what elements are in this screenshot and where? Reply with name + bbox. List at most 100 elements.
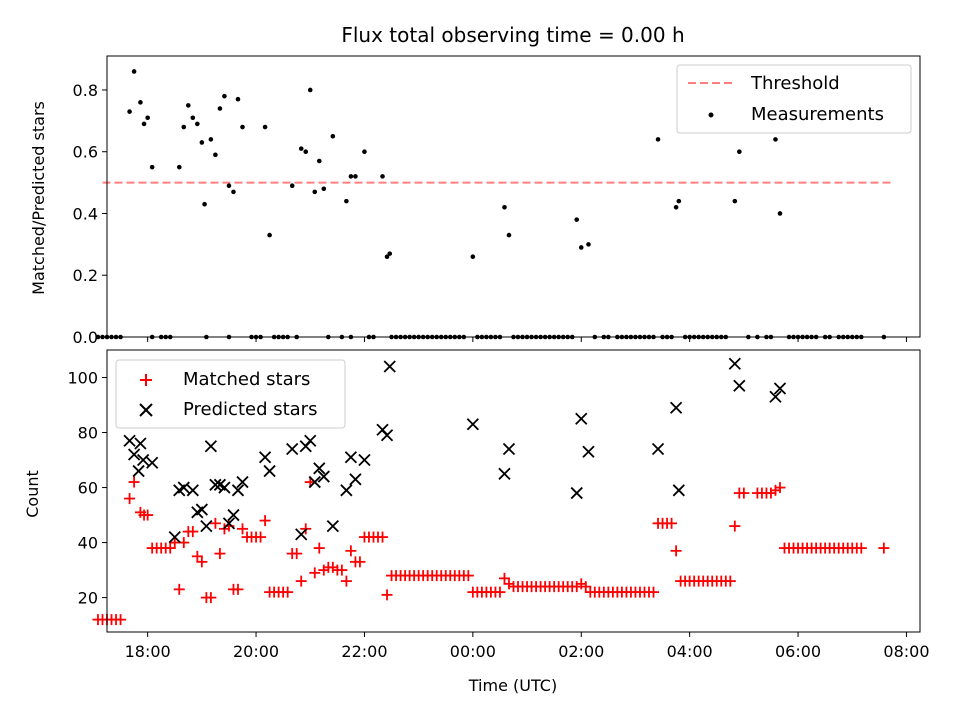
measurement-point: [578, 245, 584, 250]
predicted-star-point: [344, 451, 358, 464]
measurement-point: [737, 149, 742, 155]
x-tick-label: 22:00: [341, 642, 387, 661]
measurement-point: [127, 109, 132, 114]
measurement-point: [190, 115, 196, 121]
predicted-star-point: [669, 401, 683, 414]
legend-predicted-label: Predicted stars: [183, 399, 317, 420]
predicted-star-point: [258, 451, 272, 464]
predicted-star-point: [304, 434, 317, 447]
matched-star-point: [729, 520, 741, 532]
top-y-tick-label: 0.0: [73, 328, 98, 347]
legend-matched-label: Matched stars: [183, 369, 310, 390]
predicted-star-point: [769, 390, 782, 403]
matched-star-point: [173, 583, 185, 595]
measurement-point: [231, 189, 236, 195]
predicted-star-point: [123, 434, 136, 447]
legend-measurements-label: Measurements: [751, 104, 884, 125]
matched-star-point: [855, 542, 867, 554]
predicted-star-point: [358, 453, 371, 467]
predicted-star-point: [295, 528, 308, 541]
x-tick-label: 18:00: [125, 642, 171, 661]
bottom-plot-area: 18:00 20:00 22:00 00:00 02:00 04:00 06:00 08:00…: [67, 357, 930, 661]
top-y-tick-label: 0.2: [73, 266, 98, 285]
matched-star-point: [209, 517, 221, 529]
matched-star-point: [196, 556, 208, 568]
predicted-star-point: [502, 442, 516, 456]
predicted-star-point: [218, 481, 231, 494]
bottom-y-axis-label: Count: [23, 470, 42, 518]
legend-predicted-swatch: [139, 403, 153, 417]
measurement-point: [362, 149, 367, 155]
predicted-star-point: [209, 478, 222, 491]
measurement-point: [267, 232, 272, 238]
measurement-point: [353, 174, 358, 179]
matched-star-point: [724, 575, 736, 587]
matched-star-point: [345, 545, 357, 557]
measurement-point: [574, 217, 580, 222]
matched-star-point: [128, 476, 140, 488]
predicted-star-point: [136, 453, 150, 467]
bottom-y-tick-label: 40: [78, 534, 98, 553]
predicted-star-point: [672, 484, 685, 497]
predicted-star-point: [168, 530, 181, 544]
measurement-point: [235, 96, 241, 102]
measurement-point: [195, 121, 200, 127]
measurement-point: [181, 124, 187, 130]
matched-star-point: [336, 564, 348, 576]
matched-star-point: [340, 575, 352, 587]
measurement-point: [316, 158, 322, 164]
top-y-tick-label: 0.6: [73, 143, 98, 162]
x-tick-label: 08:00: [883, 642, 929, 661]
predicted-star-point: [466, 418, 479, 431]
predicted-star-point: [317, 470, 330, 483]
matched-star-point: [259, 515, 271, 527]
bottom-y-tick-label: 80: [78, 424, 98, 443]
measurement-point: [344, 198, 349, 204]
predicted-star-point: [728, 357, 741, 370]
measurement-point: [387, 251, 393, 256]
measurement-point: [186, 103, 191, 108]
top-plot-frame: [106, 55, 921, 338]
matched-star-point: [191, 550, 203, 562]
predicted-star-point: [286, 442, 299, 456]
measurement-point: [321, 186, 327, 192]
measurement-point: [208, 137, 214, 142]
top-y-tick-label: 0.4: [73, 204, 98, 223]
measurement-point: [732, 198, 738, 204]
measurement-point: [307, 87, 313, 93]
matched-star-point: [291, 548, 303, 560]
measurement-point: [149, 164, 155, 170]
matched-star-point: [205, 592, 217, 604]
matched-star-point: [309, 567, 321, 579]
predicted-star-point: [582, 445, 595, 458]
matched-star-point: [670, 545, 682, 557]
predicted-star-point: [186, 484, 199, 497]
predicted-star-point: [651, 442, 665, 456]
measurement-point: [673, 205, 679, 210]
predicted-star-point: [733, 379, 746, 392]
chart-title: Flux total observing time = 0.00 h: [341, 23, 684, 47]
matched-star-point: [214, 548, 226, 560]
bottom-legend: Matched stars Predicted stars: [115, 359, 346, 429]
x-tick-label: 04:00: [667, 642, 713, 661]
top-y-tick-label: 0.8: [73, 81, 98, 100]
matched-star-point: [494, 586, 506, 598]
predicted-star-point: [204, 440, 218, 453]
measurement-point: [655, 137, 661, 142]
top-legend: Threshold Measurements: [676, 64, 912, 134]
matched-star-point: [187, 526, 199, 538]
matched-star-point: [313, 542, 325, 554]
bottom-y-tick-label: 100: [67, 369, 98, 388]
legend-measurements-swatch: [708, 112, 714, 118]
bottom-legend-box: [115, 359, 346, 429]
measurement-point: [138, 100, 143, 105]
predicted-star-point: [308, 475, 321, 489]
measurement-point: [502, 205, 507, 210]
measurement-point: [298, 146, 304, 151]
matched-star-point: [498, 572, 510, 584]
top-legend-box: [676, 64, 912, 134]
predicted-star-point: [575, 412, 588, 425]
measurement-point: [145, 115, 150, 121]
measurement-point: [217, 106, 223, 111]
matched-star-point: [255, 531, 267, 543]
